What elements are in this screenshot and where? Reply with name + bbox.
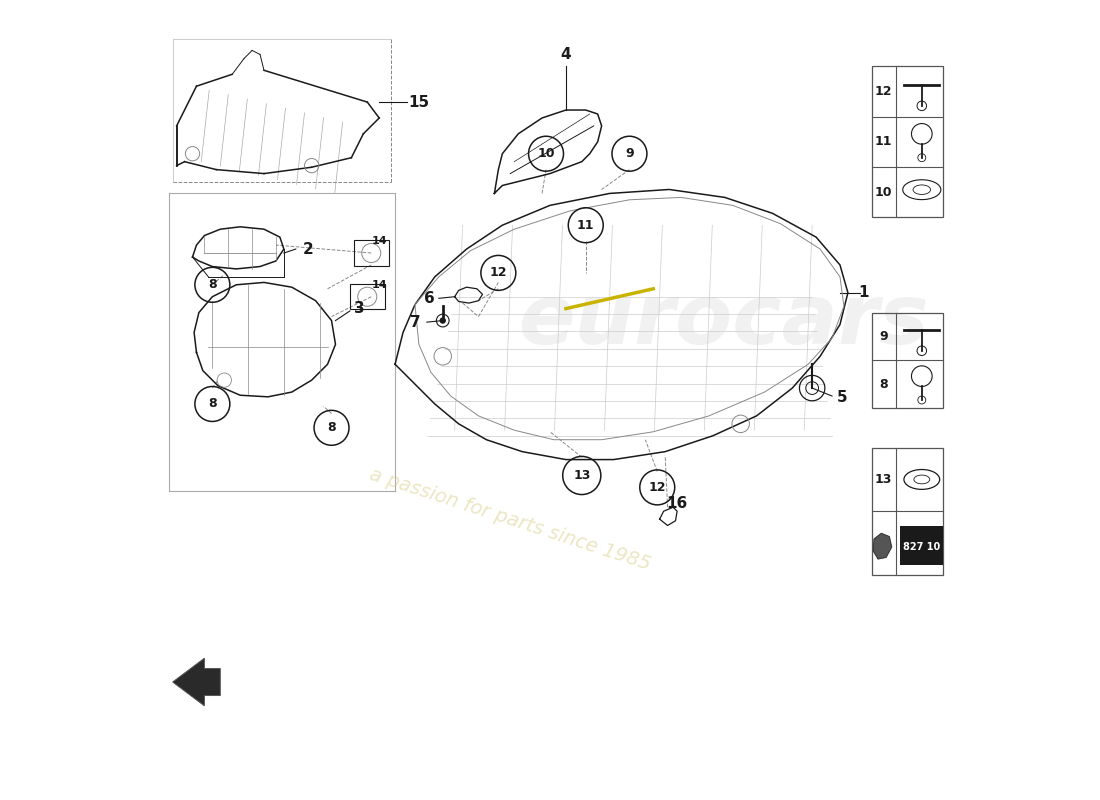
Polygon shape (173, 658, 220, 706)
Text: 5: 5 (837, 390, 848, 405)
Text: 10: 10 (874, 186, 892, 198)
Text: 12: 12 (649, 481, 666, 494)
Text: 16: 16 (667, 496, 688, 510)
Text: 8: 8 (208, 278, 217, 291)
Text: 1: 1 (859, 286, 869, 300)
Text: 9: 9 (625, 147, 634, 160)
Text: 13: 13 (573, 469, 591, 482)
Text: 14: 14 (372, 280, 387, 290)
Text: 3: 3 (354, 301, 364, 316)
Polygon shape (873, 534, 892, 559)
Text: 8: 8 (879, 378, 888, 390)
FancyBboxPatch shape (900, 526, 944, 566)
Text: a passion for parts since 1985: a passion for parts since 1985 (367, 465, 653, 574)
Text: 11: 11 (578, 218, 594, 232)
Text: 14: 14 (372, 236, 387, 246)
Text: 2: 2 (302, 242, 313, 257)
Text: 12: 12 (490, 266, 507, 279)
Text: 8: 8 (327, 422, 336, 434)
Text: 9: 9 (879, 330, 888, 343)
Text: 11: 11 (874, 135, 892, 148)
Text: 13: 13 (874, 473, 892, 486)
Text: 4: 4 (561, 47, 571, 62)
Text: 12: 12 (874, 85, 892, 98)
Text: 15: 15 (408, 94, 429, 110)
Text: 827 10: 827 10 (903, 542, 940, 552)
Text: 6: 6 (424, 291, 434, 306)
Circle shape (440, 318, 446, 324)
Text: 10: 10 (537, 147, 554, 160)
Text: 8: 8 (208, 398, 217, 410)
Text: eurocars: eurocars (519, 280, 931, 361)
Text: 7: 7 (409, 314, 420, 330)
